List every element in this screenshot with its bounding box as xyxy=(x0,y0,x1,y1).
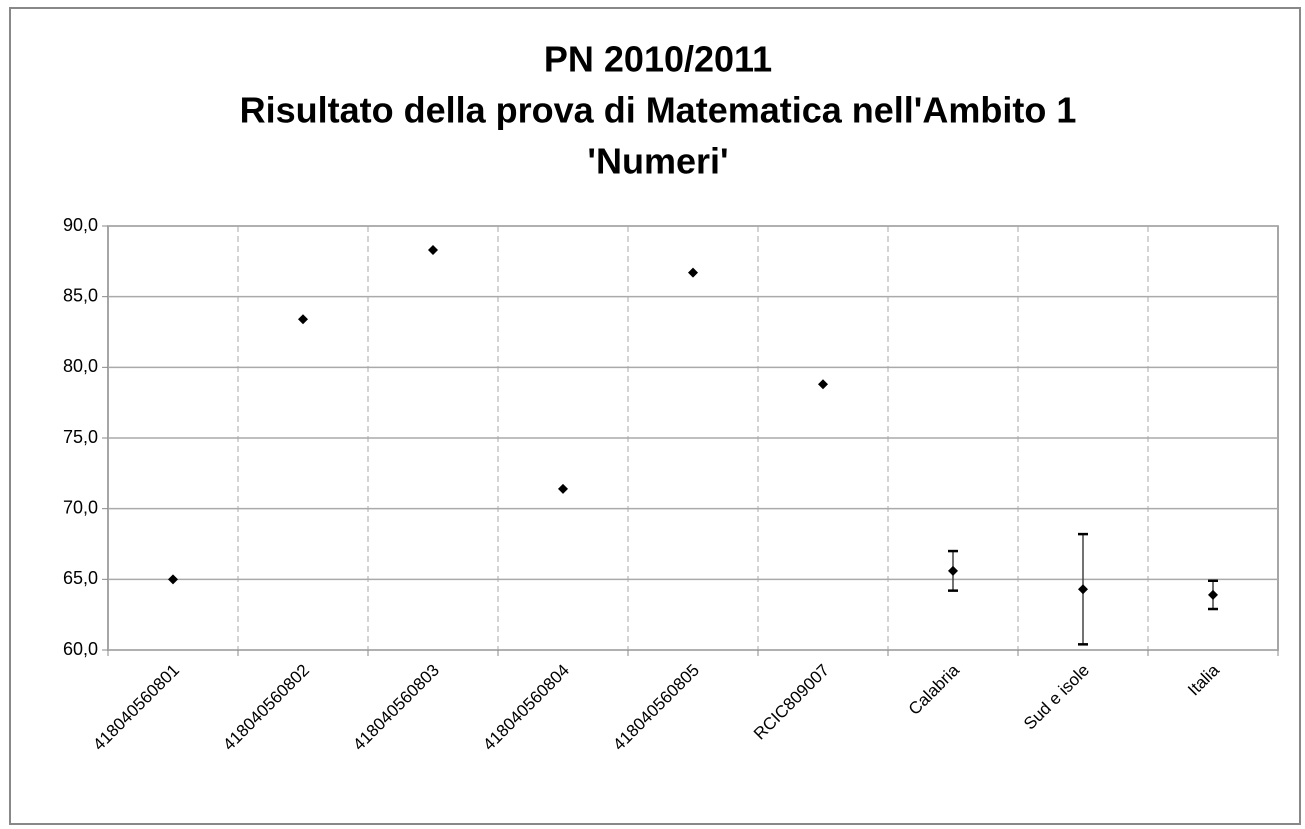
point xyxy=(818,379,828,390)
point xyxy=(558,483,568,494)
y-tick-label: 85,0 xyxy=(63,285,98,305)
point xyxy=(428,245,438,256)
point xyxy=(688,267,698,278)
y-tick-label: 80,0 xyxy=(63,356,98,376)
chart-title: Risultato della prova di Matematica nell… xyxy=(240,90,1077,131)
point xyxy=(1208,589,1218,600)
point xyxy=(298,314,308,325)
chart-title: 'Numeri' xyxy=(587,141,728,182)
y-tick-label: 70,0 xyxy=(63,497,98,517)
y-tick-label: 90,0 xyxy=(63,215,98,235)
y-tick-label: 60,0 xyxy=(63,639,98,659)
y-tick-label: 75,0 xyxy=(63,427,98,447)
point xyxy=(1078,584,1088,595)
point xyxy=(168,574,178,585)
y-tick-label: 65,0 xyxy=(63,568,98,588)
chart-title: PN 2010/2011 xyxy=(544,39,772,80)
point xyxy=(948,565,958,576)
chart-frame xyxy=(9,7,1301,825)
